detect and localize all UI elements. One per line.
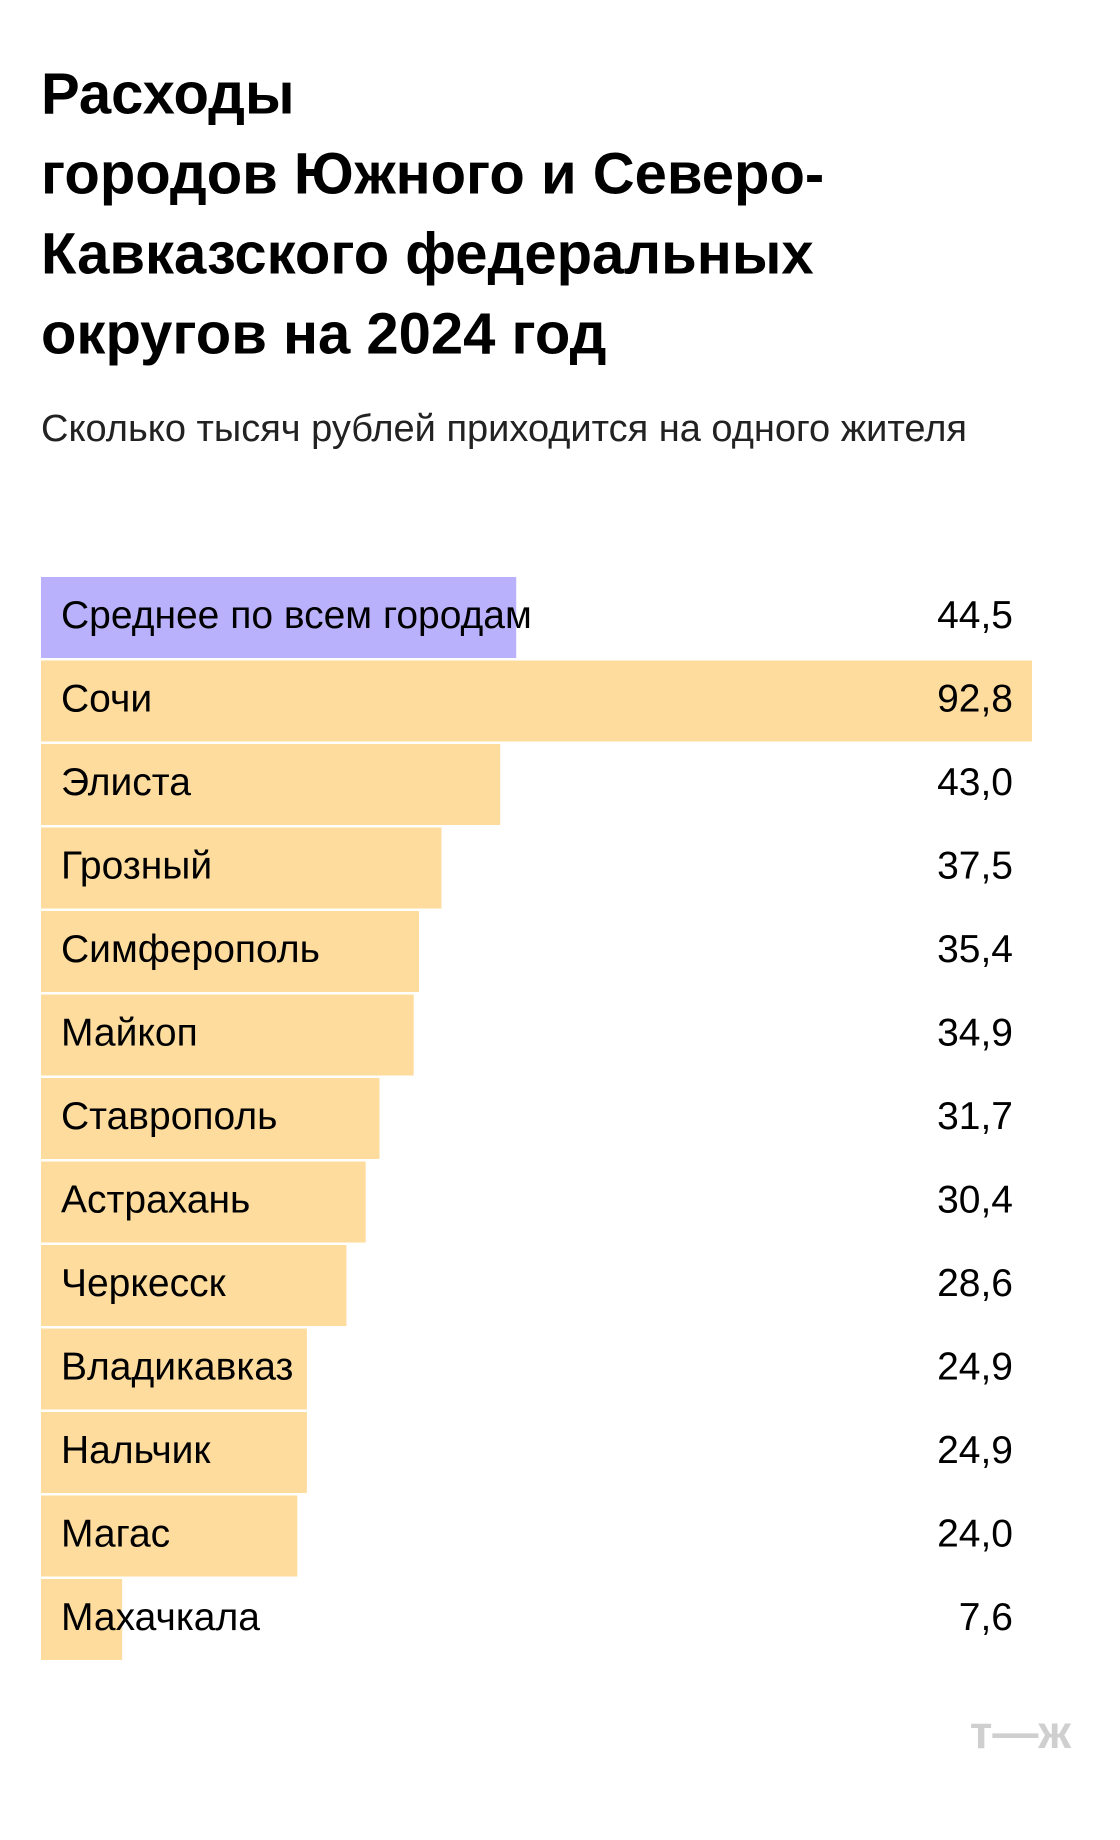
logo: т—ж — [970, 1706, 1072, 1758]
bar — [41, 1412, 307, 1493]
bar — [41, 911, 420, 992]
bar — [41, 660, 1032, 742]
category-label: Магас — [61, 1512, 170, 1555]
value-label: 24,9 — [937, 1345, 1013, 1388]
category-label: Сочи — [61, 677, 152, 720]
bar — [41, 577, 517, 658]
bar — [41, 1161, 366, 1243]
bar — [41, 827, 442, 909]
bar — [41, 1579, 123, 1660]
chart-title: Расходы — [41, 61, 295, 126]
category-label: Нальчик — [61, 1429, 211, 1472]
category-label: Майкоп — [61, 1011, 198, 1054]
bar — [41, 744, 501, 825]
category-label: Владикавказ — [61, 1345, 293, 1388]
value-label: 92,8 — [937, 677, 1013, 720]
bar — [41, 994, 414, 1076]
value-label: 37,5 — [937, 844, 1013, 887]
value-label: 30,4 — [937, 1178, 1013, 1221]
category-label: Махачкала — [61, 1596, 260, 1639]
value-label: 43,0 — [937, 761, 1013, 804]
category-label: Ставрополь — [61, 1095, 277, 1138]
category-label: Черкесск — [61, 1262, 227, 1305]
value-label: 7,6 — [959, 1596, 1013, 1639]
bar — [41, 1328, 307, 1410]
value-label: 28,6 — [937, 1262, 1013, 1305]
value-label: 34,9 — [937, 1011, 1013, 1054]
value-label: 44,5 — [937, 594, 1013, 637]
category-label: Грозный — [61, 844, 212, 887]
value-label: 31,7 — [937, 1095, 1013, 1138]
chart-title: городов Южного и Северо- — [41, 141, 824, 206]
category-label: Элиста — [61, 761, 191, 804]
value-label: 24,9 — [937, 1429, 1013, 1472]
bar — [41, 1078, 380, 1159]
category-label: Среднее по всем городам — [61, 594, 532, 637]
category-label: Симферополь — [61, 928, 320, 971]
value-label: 24,0 — [937, 1512, 1013, 1555]
chart-title: округов на 2024 год — [41, 301, 606, 366]
bar — [41, 1495, 298, 1577]
value-label: 35,4 — [937, 928, 1013, 971]
category-label: Астрахань — [61, 1178, 250, 1221]
chart-subtitle: Сколько тысяч рублей приходится на одног… — [41, 408, 967, 450]
chart-title: Кавказского федеральных — [41, 221, 814, 286]
bar — [41, 1245, 347, 1326]
